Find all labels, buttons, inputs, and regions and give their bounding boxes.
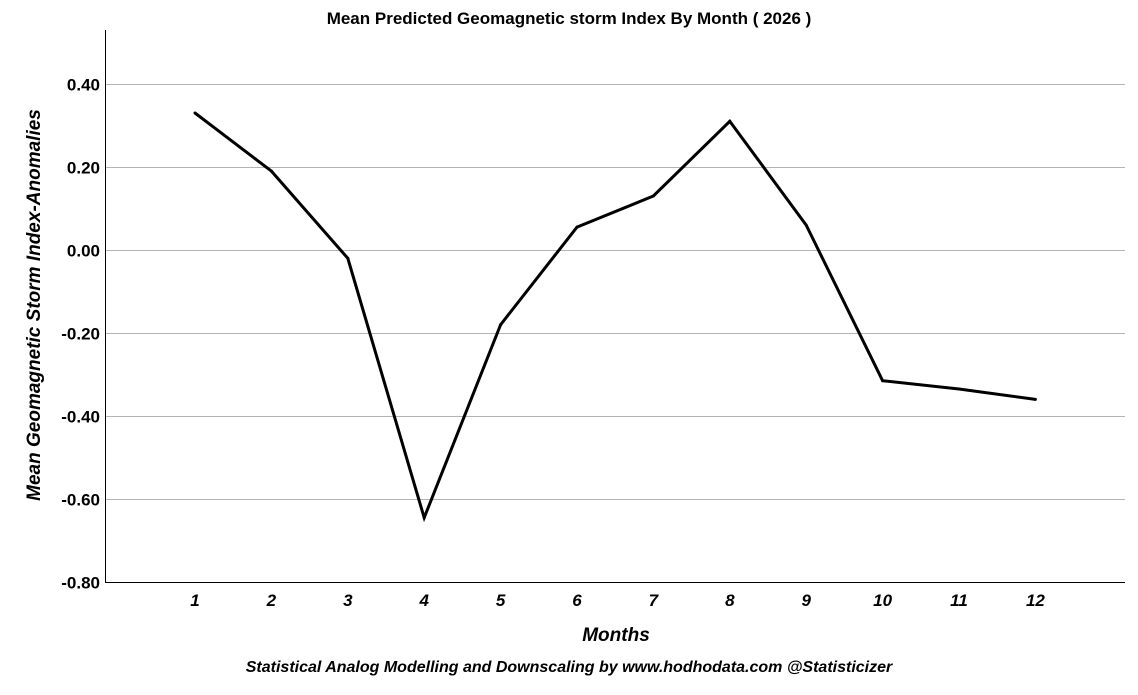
axes — [105, 30, 1125, 583]
data-point — [651, 194, 655, 198]
x-tick-label: 1 — [190, 591, 199, 610]
y-tick-label: -0.20 — [61, 325, 100, 344]
y-tick-label: -0.40 — [61, 408, 100, 427]
y-tick-label: -0.60 — [61, 491, 100, 510]
x-tick-label: 11 — [950, 591, 968, 610]
data-point — [422, 516, 426, 520]
chart-title: Mean Predicted Geomagnetic storm Index B… — [327, 9, 812, 28]
grid-lines — [105, 84, 1125, 500]
data-point — [728, 119, 732, 123]
data-point — [1033, 397, 1037, 401]
x-tick-labels: 1 2 3 4 5 6 7 8 9 10 11 12 — [190, 591, 1045, 610]
x-tick-label: 2 — [266, 591, 277, 610]
data-point — [193, 111, 197, 115]
footer-note: Statistical Analog Modelling and Downsca… — [246, 659, 893, 676]
x-tick-label: 9 — [801, 591, 811, 610]
x-tick-label: 7 — [649, 591, 660, 610]
x-tick-label: 12 — [1026, 591, 1045, 610]
series-line — [194, 111, 1036, 523]
series-layer — [193, 111, 1037, 523]
y-tick-label: 0.40 — [67, 76, 100, 95]
data-point — [957, 387, 961, 391]
x-tick-label: 10 — [873, 591, 892, 610]
data-point — [575, 225, 579, 229]
x-tick-label: 3 — [343, 591, 353, 610]
x-tick-label: 8 — [725, 591, 735, 610]
data-point — [269, 169, 273, 173]
data-point — [881, 379, 885, 383]
y-tick-labels: -0.80 -0.60 -0.40 -0.20 0.00 0.20 0.40 — [61, 76, 100, 593]
data-point — [499, 323, 503, 327]
x-axis-title: Months — [582, 625, 650, 646]
y-tick-label: 0.20 — [67, 159, 100, 178]
y-tick-label: -0.80 — [61, 574, 100, 593]
y-tick-label: 0.00 — [67, 242, 100, 261]
x-tick-label: 5 — [496, 591, 506, 610]
data-point — [804, 223, 808, 227]
y-axis-title: Mean Geomagnetic Storm Index-Anomalies — [24, 109, 45, 501]
x-tick-label: 6 — [572, 591, 582, 610]
x-tick-label: 4 — [418, 591, 429, 610]
data-point — [346, 256, 350, 260]
